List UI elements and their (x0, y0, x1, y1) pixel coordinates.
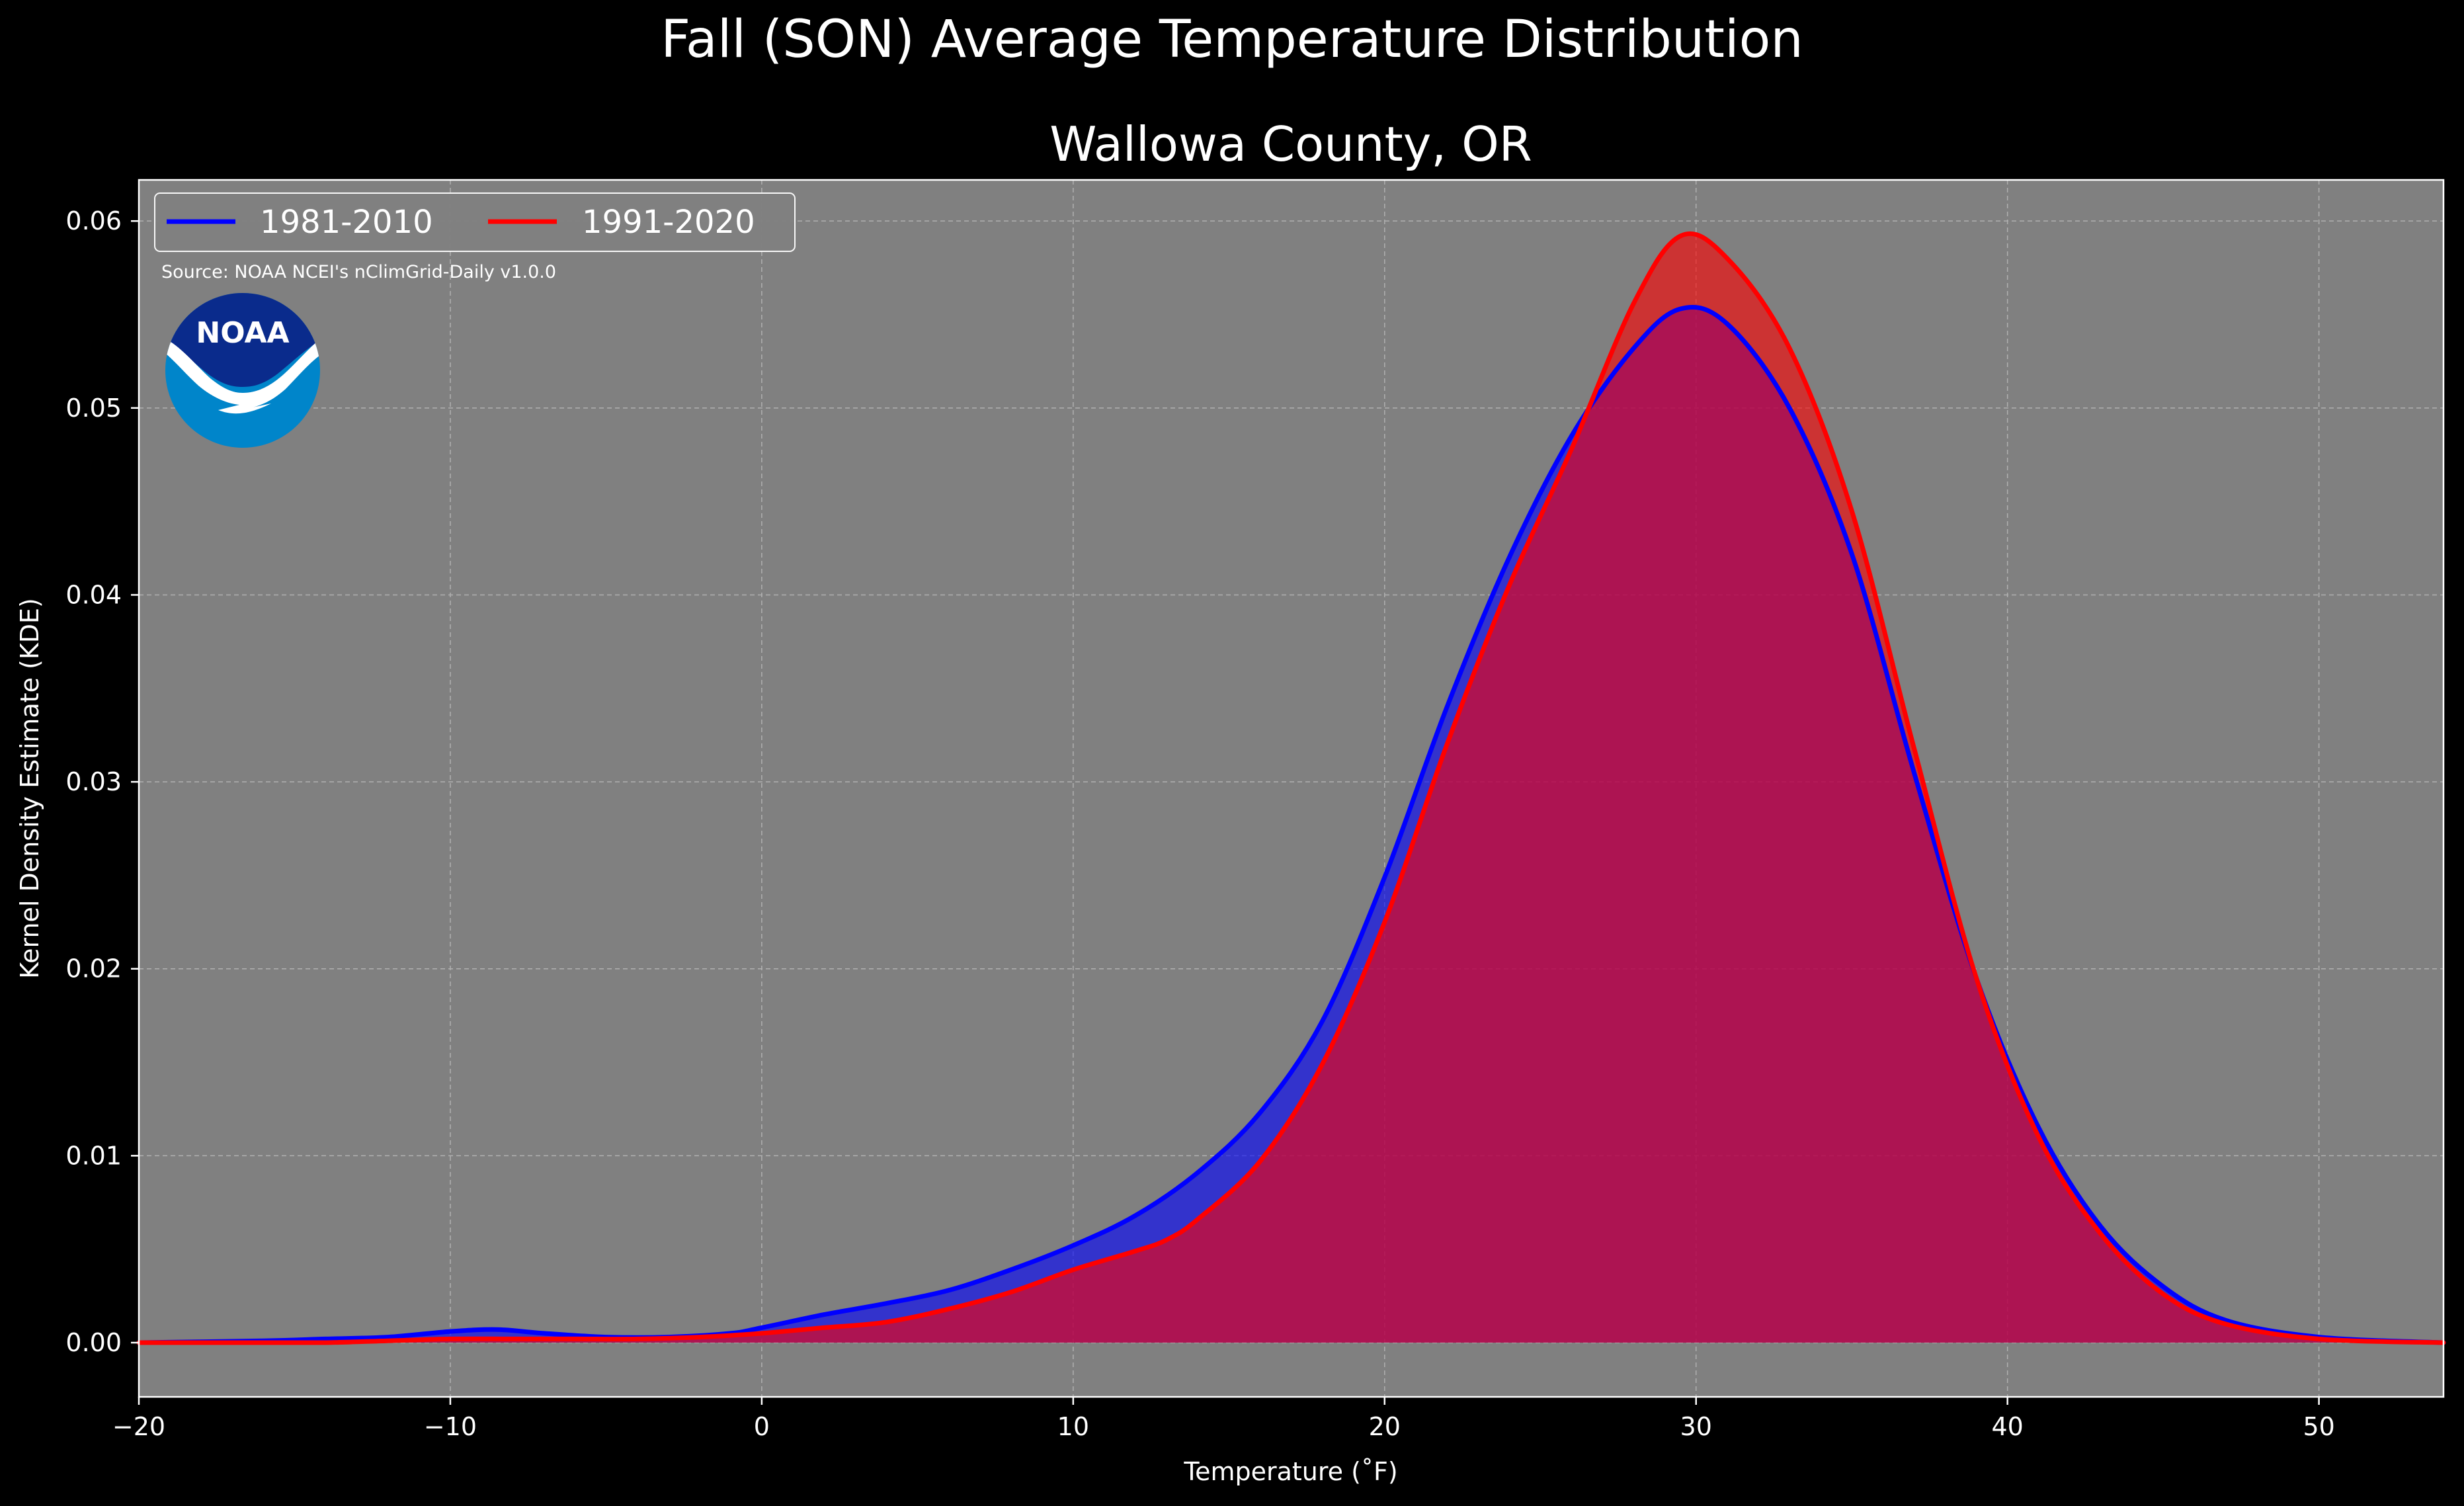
y-tick-label: 0.06 (65, 206, 122, 235)
area-fill-1991-2020 (139, 233, 2443, 1343)
x-tick-label: 40 (1991, 1412, 2023, 1441)
legend-box (154, 192, 796, 252)
y-tick-label: 0.02 (65, 954, 122, 983)
x-tick-label: 10 (1057, 1412, 1089, 1441)
legend-label-1981-2010: 1981-2010 (260, 204, 433, 241)
figure-suptitle: Fall (SON) Average Temperature Distribut… (661, 10, 1803, 69)
x-tick-label: 0 (754, 1412, 770, 1441)
y-axis-label: Kernel Density Estimate (KDE) (15, 598, 44, 979)
x-tick-label: −20 (112, 1412, 165, 1441)
series-layer (136, 231, 2446, 1345)
noaa-logo: NOAA (165, 293, 320, 448)
y-tick-label: 0.04 (65, 580, 122, 609)
legend: 1981-2010 1991-2020 (154, 192, 796, 252)
x-axis: −20 −10 0 10 20 30 40 50 (112, 1397, 2335, 1441)
plot-frame (138, 179, 2445, 1398)
y-axis: 0.00 0.01 0.02 0.03 0.04 0.05 0.06 (65, 206, 139, 1357)
y-tick-label: 0.00 (65, 1328, 122, 1357)
x-tick-label: 20 (1369, 1412, 1401, 1441)
y-tick-label: 0.03 (65, 767, 122, 796)
chart-title: Wallowa County, OR (1049, 116, 1532, 172)
source-annotation: Source: NOAA NCEI's nClimGrid-Daily v1.0… (161, 262, 556, 282)
legend-label-1991-2020: 1991-2020 (582, 204, 755, 241)
x-tick-label: 30 (1680, 1412, 1712, 1441)
series-line-1991-2020 (136, 231, 2446, 1345)
x-axis-label: Temperature (˚F) (1183, 1457, 1397, 1486)
noaa-logo-wordmark: NOAA (196, 316, 289, 350)
x-tick-label: 50 (2303, 1412, 2334, 1441)
y-tick-label: 0.01 (65, 1141, 122, 1170)
x-tick-label: −10 (424, 1412, 477, 1441)
y-tick-label: 0.05 (65, 394, 122, 423)
